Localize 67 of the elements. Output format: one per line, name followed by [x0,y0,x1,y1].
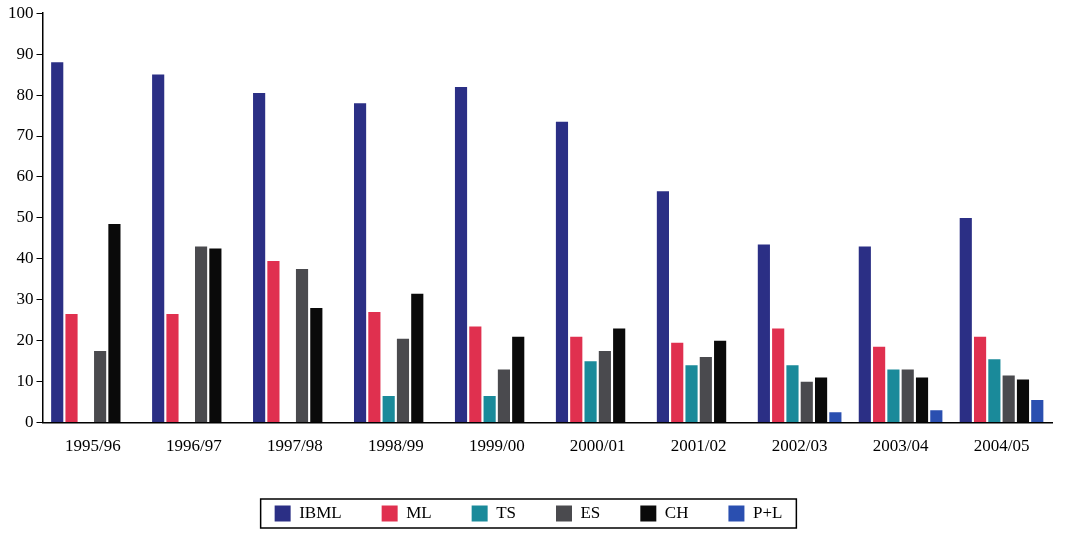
bar [368,312,381,423]
bar [786,365,799,423]
bar [253,93,266,423]
bar [873,346,886,423]
bar [483,395,496,423]
x-tick-label: 2001/02 [670,436,727,456]
bar [757,244,770,423]
x-tick-label: 2002/03 [771,436,828,456]
bar [469,326,482,423]
legend-label: TS [496,502,516,522]
bar [930,410,943,423]
x-tick-label: 2003/04 [872,436,929,456]
bar [555,121,569,423]
bar [656,191,669,423]
y-tick-label: 0 [25,412,34,432]
bar [988,359,1001,423]
bar [166,314,179,423]
legend-label: ES [580,502,601,522]
bar [685,365,698,423]
bar [152,74,165,423]
bar [51,62,64,423]
y-tick-label: 50 [16,207,34,227]
y-tick-label: 40 [16,248,34,268]
bar [295,269,309,423]
bar [800,381,813,423]
x-tick-label: 1996/97 [166,436,223,456]
legend-label: CH [664,502,689,522]
x-tick-label: 1998/99 [367,436,424,456]
bar [829,412,842,423]
bar [65,314,78,423]
y-tick-label: 90 [16,43,34,63]
bar [382,395,395,423]
x-tick-label: 2000/01 [569,436,626,456]
bar [1002,375,1015,423]
y-tick-label: 10 [16,371,34,391]
bar [671,342,684,423]
bar [584,361,597,423]
bar [887,369,900,423]
legend-label: ML [406,502,432,522]
bar [94,350,107,423]
x-tick-label: 1997/98 [267,436,323,456]
x-tick-label: 2004/05 [973,436,1030,456]
legend-label: IBML [299,502,342,522]
y-tick-label: 60 [16,166,34,186]
bar [858,246,871,423]
bar [959,217,972,423]
bar [396,338,410,423]
bar [497,369,510,423]
y-tick-label: 20 [16,330,34,350]
y-tick-label: 80 [16,84,34,104]
bar [901,369,914,423]
x-tick-label: 1999/00 [468,436,525,456]
bar [454,86,468,423]
y-tick-label: 70 [16,125,34,145]
y-tick-label: 30 [16,289,34,309]
bar [267,260,280,423]
bar [974,336,987,423]
bar [195,246,208,423]
bar [1031,400,1044,423]
legend-label: P+L [752,502,783,522]
y-tick-label: 100 [8,2,34,22]
bar [570,336,583,423]
bar [699,357,712,423]
x-tick-label: 1995/96 [65,436,121,456]
bar [598,350,611,423]
bar [353,103,367,423]
bar [772,328,785,423]
